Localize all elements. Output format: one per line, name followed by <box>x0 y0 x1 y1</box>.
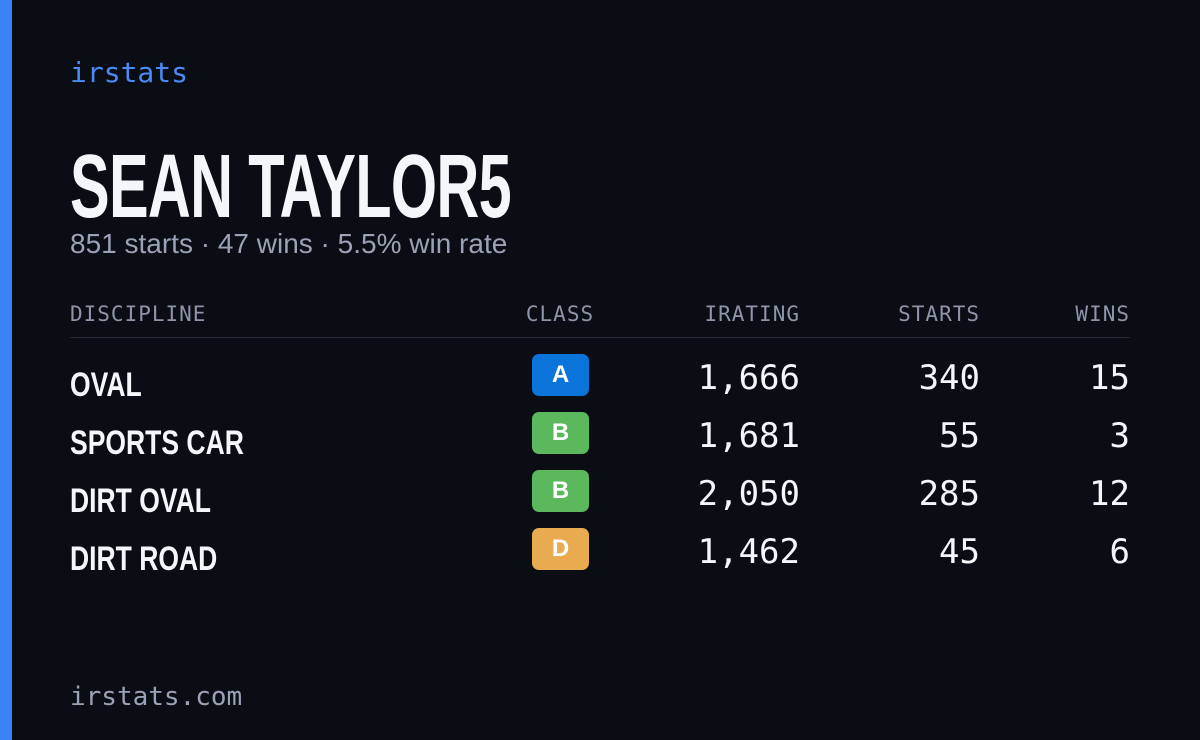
class-badge: D <box>532 528 589 570</box>
footer-url: irstats.com <box>70 682 243 712</box>
wins-value: 6 <box>1109 532 1130 572</box>
discipline-label: SPORTS CAR <box>70 424 244 462</box>
starts-value: 55 <box>939 416 980 456</box>
class-badge: A <box>532 354 589 396</box>
column-header: DISCIPLINE <box>70 302 207 326</box>
irating-value: 2,050 <box>697 474 800 514</box>
brand: irstats <box>70 56 189 89</box>
starts-value: 340 <box>918 358 980 398</box>
discipline-label: DIRT OVAL <box>70 482 211 520</box>
starts-value: 45 <box>939 532 980 572</box>
wins-value: 3 <box>1109 416 1130 456</box>
accent-bar <box>0 0 12 740</box>
class-badge: B <box>532 470 589 512</box>
header-rule <box>70 337 1130 338</box>
starts-value: 285 <box>918 474 980 514</box>
discipline-label: DIRT ROAD <box>70 540 218 578</box>
wins-value: 12 <box>1089 474 1130 514</box>
irating-value: 1,462 <box>697 532 800 572</box>
column-header: IRATING <box>704 302 800 326</box>
discipline-label: OVAL <box>70 366 142 404</box>
irating-value: 1,666 <box>697 358 800 398</box>
wins-value: 15 <box>1089 358 1130 398</box>
player-name: SEAN TAYLOR5 <box>70 137 512 237</box>
player-summary: 851 starts · 47 wins · 5.5% win rate <box>70 228 508 259</box>
column-header: STARTS <box>898 302 980 326</box>
column-header: CLASS <box>525 302 595 326</box>
irating-value: 1,681 <box>697 416 800 456</box>
column-header: WINS <box>1075 302 1130 326</box>
class-badge: B <box>532 412 589 454</box>
